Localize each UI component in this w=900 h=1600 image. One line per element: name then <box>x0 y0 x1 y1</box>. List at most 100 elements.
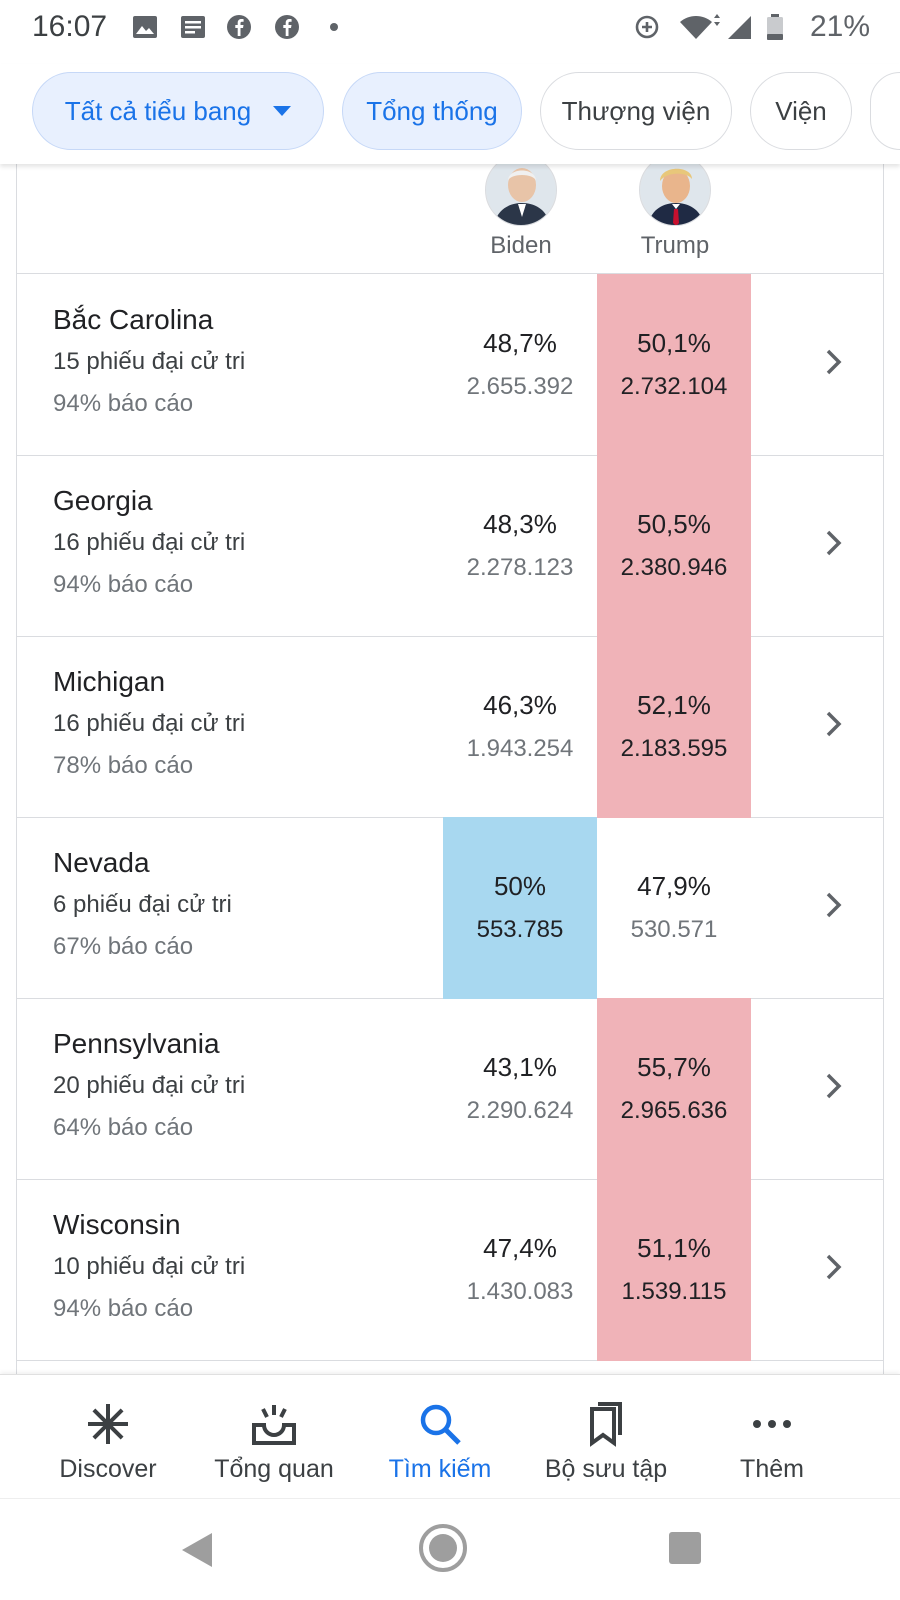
collections-icon <box>590 1402 622 1447</box>
system-navigation-bar <box>0 1498 900 1600</box>
electoral-votes: 10 phiếu đại cử tri <box>53 1253 246 1280</box>
chevron-right-icon[interactable] <box>825 1253 843 1281</box>
biden-percent: 47,4% <box>483 1233 557 1263</box>
trump-result-cell: 50,5% 2.380.946 <box>597 455 751 637</box>
nav-label: Discover <box>59 1455 157 1483</box>
trump-votes: 2.183.595 <box>620 735 728 762</box>
state-row[interactable]: Bắc Carolina 15 phiếu đại cử tri 94% báo c… <box>17 274 883 456</box>
candidate-name: Biden <box>490 232 552 259</box>
state-row[interactable]: Michigan 16 phiếu đại cử tri 78% báo cáo 46… <box>17 636 883 818</box>
state-name: Pennsylvania <box>53 1028 220 1059</box>
nav-updates[interactable]: Tổng quan <box>184 1375 364 1499</box>
chip-label: Tất cả tiểu bang <box>64 95 252 126</box>
state-name: Nevada <box>53 847 150 878</box>
trump-percent: 50,1% <box>637 328 711 358</box>
reporting-status: 94% báo cáo <box>53 571 194 598</box>
facebook-notification-icon <box>227 15 251 39</box>
chip-label: Thượng viện <box>561 95 711 126</box>
more-dots-icon <box>753 1420 791 1428</box>
trump-votes: 2.380.946 <box>620 554 728 581</box>
facebook-notification-icon <box>275 15 299 39</box>
chip-house[interactable]: Viện <box>750 72 852 150</box>
biden-votes: 2.278.123 <box>466 554 574 581</box>
electoral-votes: 16 phiếu đại cử tri <box>53 529 246 556</box>
cell-signal-icon <box>728 16 751 39</box>
biden-result-cell: 48,7% 2.655.392 <box>443 274 597 456</box>
reporting-status: 67% báo cáo <box>53 933 194 960</box>
recents-icon[interactable] <box>668 1531 702 1565</box>
chevron-right-icon[interactable] <box>825 891 843 919</box>
biden-percent: 46,3% <box>483 690 557 720</box>
state-row[interactable]: Georgia 16 phiếu đại cử tri 94% báo cáo 48,… <box>17 455 883 637</box>
biden-percent: 50% <box>493 871 547 901</box>
trump-result-cell: 51,1% 1.539.115 <box>597 1179 751 1361</box>
status-bar: 16:07 21% <box>0 0 900 56</box>
trump-percent: 55,7% <box>637 1052 711 1082</box>
filter-chip-bar: Tất cả tiểu bang Tổng thống Thượng viện … <box>0 64 900 164</box>
chip-president[interactable]: Tổng thống <box>342 72 522 150</box>
trump-result-cell: 55,7% 2.965.636 <box>597 998 751 1180</box>
asterisk-icon <box>88 1404 128 1444</box>
trump-result-cell: 50,1% 2.732.104 <box>597 274 751 456</box>
biden-votes: 2.290.624 <box>466 1097 574 1124</box>
nav-label: Bộ sưu tập <box>544 1455 668 1483</box>
biden-result-cell: 50% 553.785 <box>443 817 597 999</box>
data-saver-icon <box>635 15 659 39</box>
reporting-status: 94% báo cáo <box>53 390 194 417</box>
avatar-trump <box>639 164 711 226</box>
state-row[interactable]: Nevada 6 phiếu đại cử tri 67% báo cáo 50% 55… <box>17 817 883 999</box>
status-time: 16:07 <box>32 10 108 43</box>
trump-votes: 530.571 <box>630 916 718 943</box>
nav-more[interactable]: Thêm <box>682 1375 862 1499</box>
chip-all-states-dropdown[interactable]: Tất cả tiểu bang <box>32 72 324 150</box>
state-row[interactable]: Wisconsin 10 phiếu đại cử tri 94% báo cáo 4… <box>17 1179 883 1361</box>
bottom-navigation: Discover Tổng quan Tìm kiếm Bộ sưu tập T… <box>0 1374 900 1498</box>
biden-votes: 553.785 <box>476 916 564 943</box>
chevron-right-icon[interactable] <box>825 529 843 557</box>
biden-result-cell: 43,1% 2.290.624 <box>443 998 597 1180</box>
back-icon[interactable] <box>180 1531 214 1569</box>
chevron-right-icon[interactable] <box>825 348 843 376</box>
trump-percent: 50,5% <box>637 509 711 539</box>
chip-next-partial[interactable] <box>870 72 900 150</box>
state-name: Bắc Carolina <box>53 304 214 335</box>
results-table: Biden Trump Bắc Carolina 15 phiếu đại cử … <box>16 164 884 1374</box>
trump-percent: 52,1% <box>637 690 711 720</box>
chevron-right-icon[interactable] <box>825 710 843 738</box>
nav-collections[interactable]: Bộ sưu tập <box>516 1375 696 1499</box>
electoral-votes: 20 phiếu đại cử tri <box>53 1072 246 1099</box>
trump-percent: 47,9% <box>637 871 711 901</box>
wifi-icon <box>680 14 720 39</box>
biden-votes: 1.430.083 <box>466 1278 574 1305</box>
candidate-trump: Trump <box>597 164 753 260</box>
nav-discover[interactable]: Discover <box>18 1375 198 1499</box>
nav-label: Thêm <box>740 1455 804 1483</box>
updates-tray-icon <box>252 1405 296 1445</box>
gallery-notification-icon <box>133 16 157 38</box>
chip-label: Tổng thống <box>366 95 498 126</box>
state-name: Wisconsin <box>53 1209 181 1240</box>
nav-search[interactable]: Tìm kiếm <box>350 1375 530 1499</box>
nav-label: Tìm kiếm <box>388 1455 492 1483</box>
home-icon[interactable] <box>418 1523 468 1573</box>
trump-votes: 2.732.104 <box>620 373 728 400</box>
biden-result-cell: 46,3% 1.943.254 <box>443 636 597 818</box>
chevron-right-icon[interactable] <box>825 1072 843 1100</box>
battery-icon <box>767 14 783 40</box>
electoral-votes: 15 phiếu đại cử tri <box>53 348 246 375</box>
state-row[interactable]: Pennsylvania 20 phiếu đại cử tri 64% báo c… <box>17 998 883 1180</box>
avatar-biden <box>485 164 557 226</box>
reporting-status: 94% báo cáo <box>53 1295 194 1322</box>
reporting-status: 64% báo cáo <box>53 1114 194 1141</box>
more-notifications-dot-icon <box>330 23 338 31</box>
electoral-votes: 16 phiếu đại cử tri <box>53 710 246 737</box>
state-name: Georgia <box>53 485 153 516</box>
biden-result-cell: 47,4% 1.430.083 <box>443 1179 597 1361</box>
candidate-header: Biden Trump <box>17 164 883 274</box>
trump-result-cell: 52,1% 2.183.595 <box>597 636 751 818</box>
trump-votes: 1.539.115 <box>621 1278 727 1305</box>
chip-senate[interactable]: Thượng viện <box>540 72 732 150</box>
candidate-biden: Biden <box>443 164 599 260</box>
trump-votes: 2.965.636 <box>620 1097 728 1124</box>
electoral-votes: 6 phiếu đại cử tri <box>53 891 232 918</box>
